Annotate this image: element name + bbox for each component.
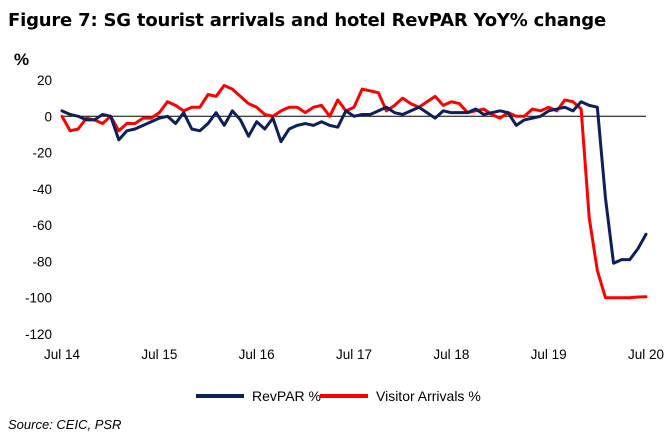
y-tick-label: 0 — [44, 109, 52, 124]
y-axis-ticks: 20 0 -20 -40 -60 -80 -100 -120 — [25, 73, 52, 342]
source-note: Source: CEIC, PSR — [8, 417, 122, 432]
x-tick-label: Jul 14 — [44, 347, 81, 362]
y-tick-label: 20 — [37, 73, 52, 88]
legend-swatch-visitor-arrivals — [320, 394, 368, 398]
series-line-revpar — [60, 100, 648, 265]
y-tick-label: -60 — [32, 218, 52, 233]
y-tick-label: -100 — [25, 291, 52, 306]
legend-label-visitor-arrivals: Visitor Arrivals % — [376, 388, 481, 404]
legend-label-revpar: RevPAR % — [252, 388, 321, 404]
legend-item-visitor-arrivals: Visitor Arrivals % — [320, 388, 481, 404]
x-tick-label: Jul 17 — [336, 347, 372, 362]
x-axis-ticks: Jul 14 Jul 15 Jul 16 Jul 17 Jul 18 Jul 19 Jul … — [44, 347, 664, 362]
legend: RevPAR % Visitor Arrivals % — [0, 388, 670, 408]
chart-title: Figure 7: SG tourist arrivals and hotel … — [8, 10, 606, 31]
y-axis-unit-label: % — [14, 50, 30, 69]
x-tick-label: Jul 19 — [531, 347, 567, 362]
y-tick-label: -40 — [32, 182, 52, 197]
x-tick-label: Jul 20 — [628, 347, 664, 362]
series-line-arrivals — [60, 83, 648, 300]
y-tick-label: -120 — [25, 327, 52, 342]
legend-swatch-revpar — [196, 394, 244, 398]
legend-item-revpar: RevPAR % — [196, 388, 321, 404]
series-lines — [60, 83, 648, 300]
x-tick-label: Jul 16 — [239, 347, 275, 362]
x-tick-label: Jul 15 — [141, 347, 177, 362]
y-tick-label: -80 — [32, 254, 52, 269]
y-tick-label: -20 — [32, 146, 52, 161]
x-tick-label: Jul 18 — [433, 347, 469, 362]
